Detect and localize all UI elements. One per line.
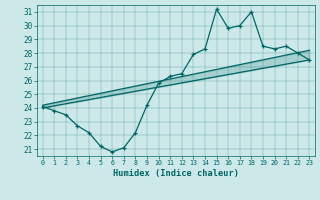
X-axis label: Humidex (Indice chaleur): Humidex (Indice chaleur) bbox=[113, 169, 239, 178]
